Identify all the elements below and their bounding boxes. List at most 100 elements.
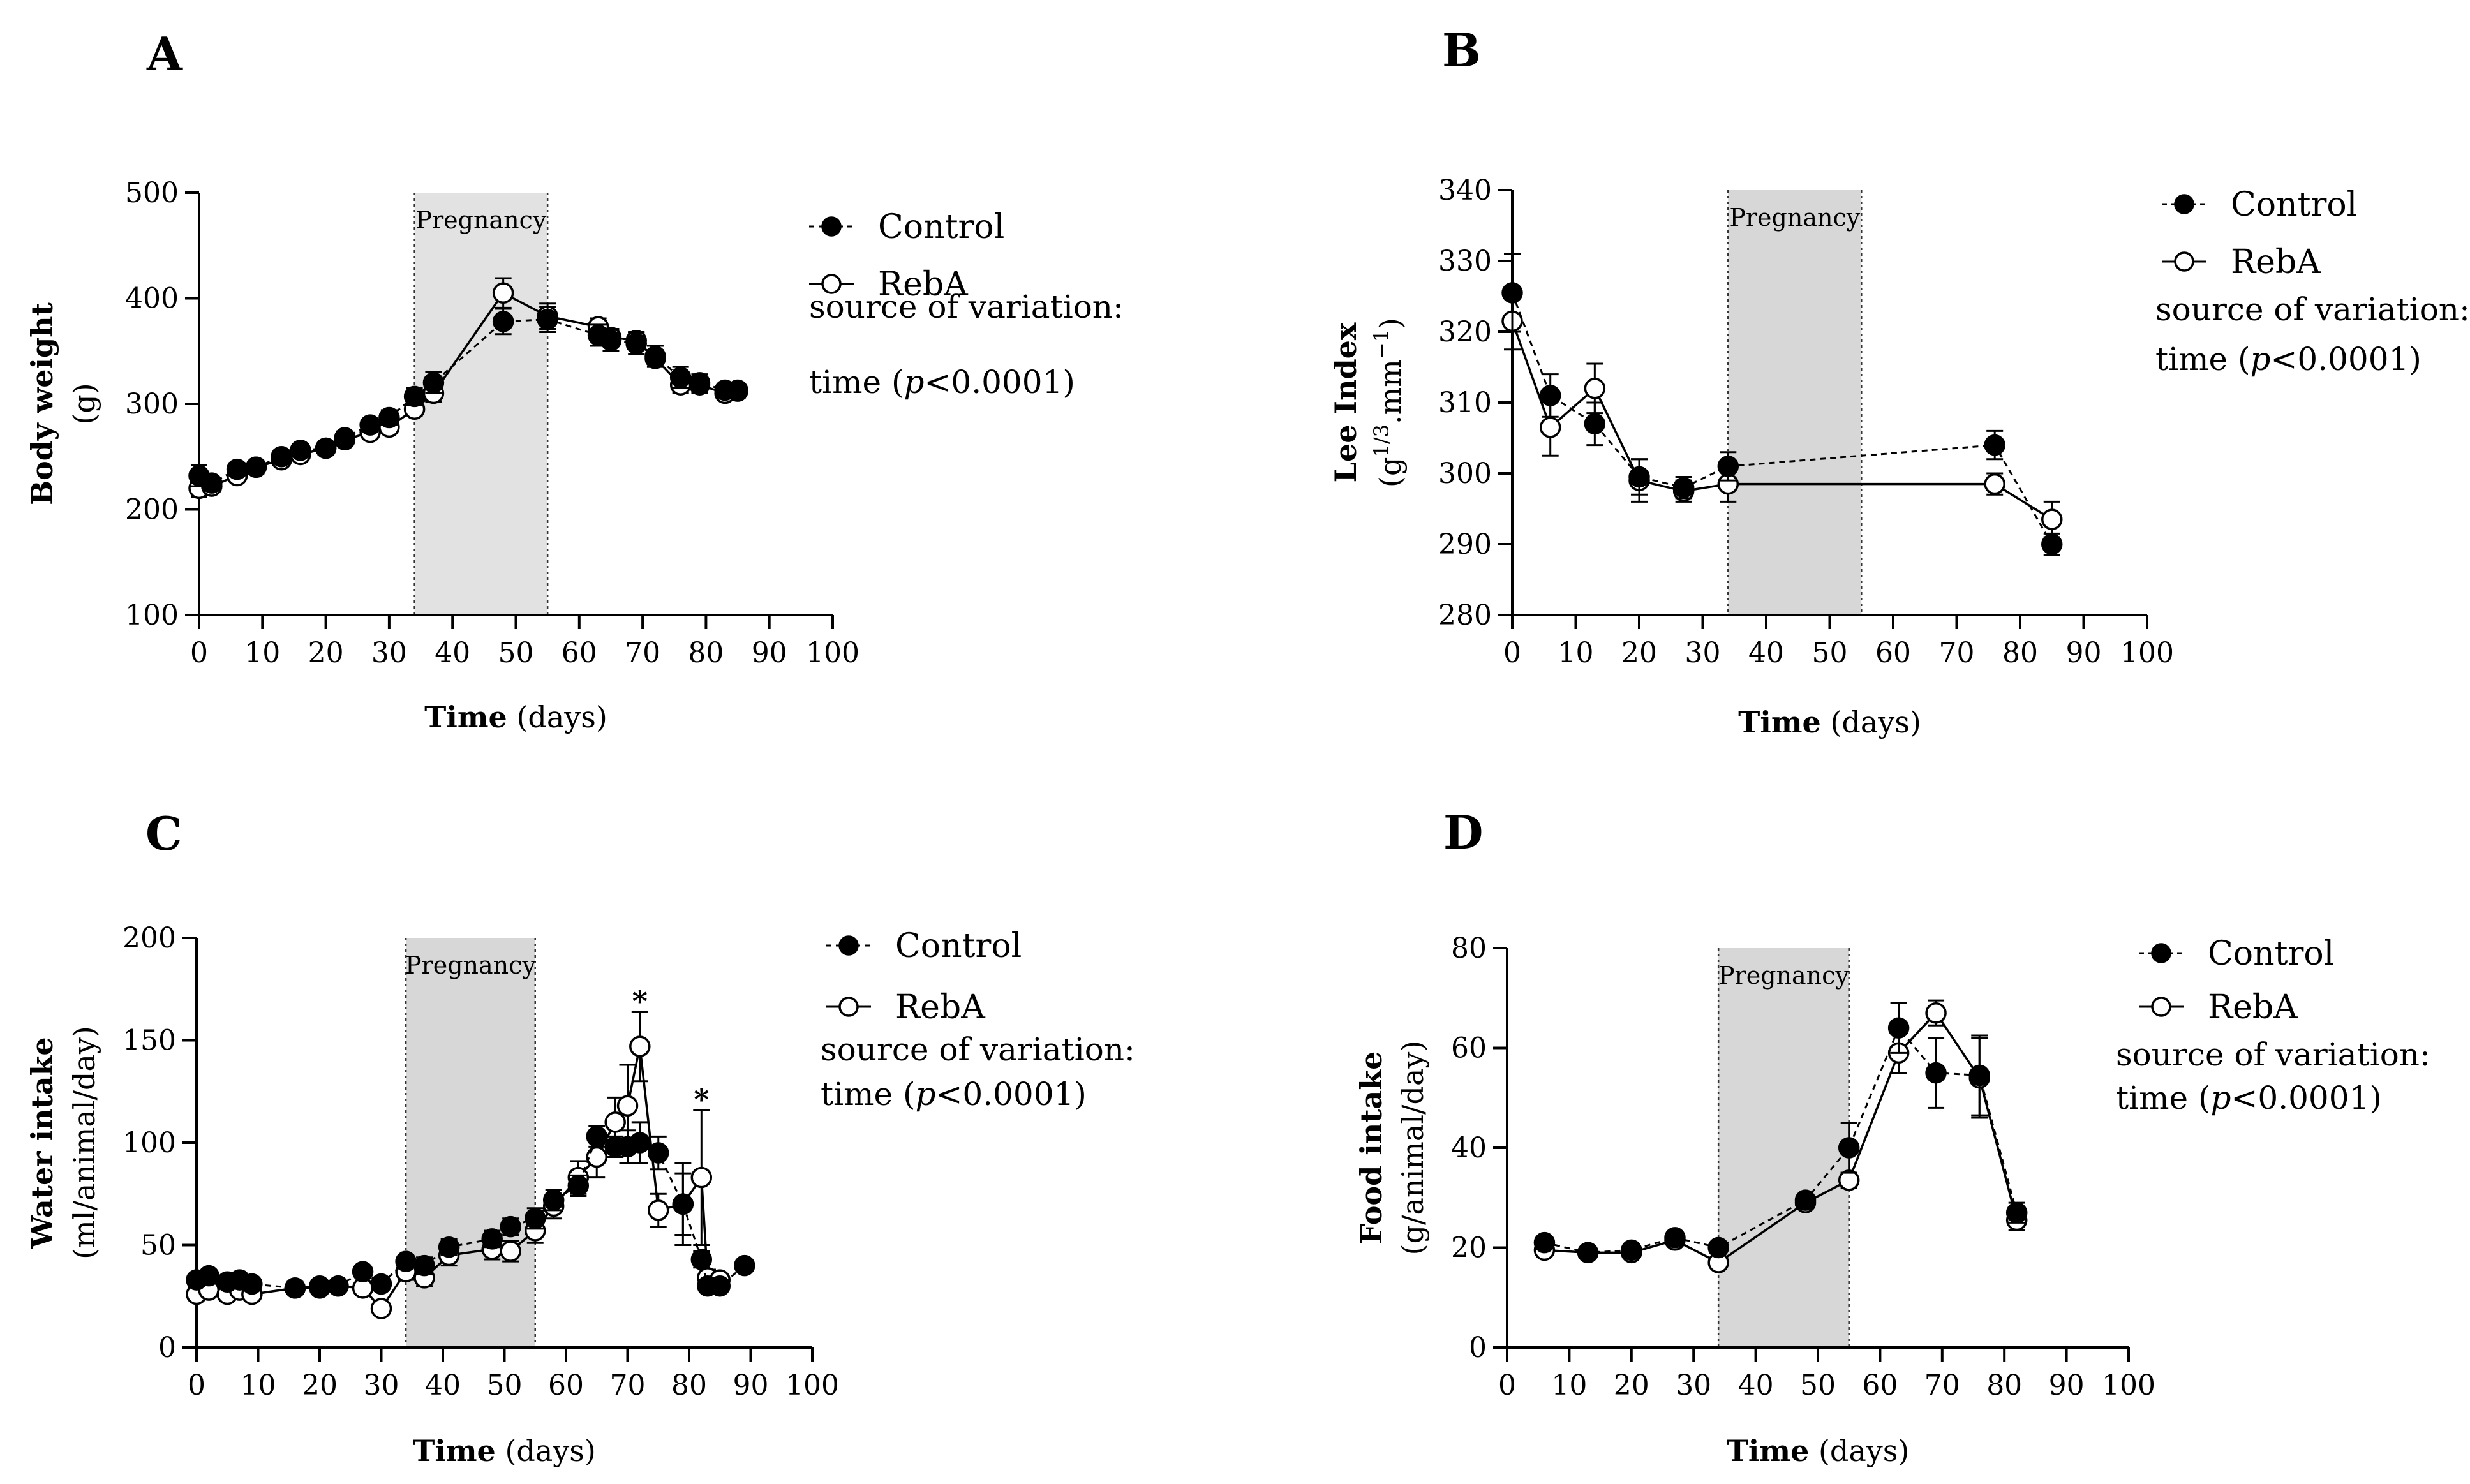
y-tick-label: 100 — [125, 599, 179, 632]
data-point-control — [359, 414, 381, 436]
legend-label-control: Control — [895, 927, 1022, 965]
data-point-reba — [492, 282, 514, 304]
x-tick-label: 100 — [2102, 1369, 2155, 1402]
x-tick-label: 30 — [1676, 1369, 1711, 1402]
data-point-control — [226, 458, 248, 480]
y-axis-unit: (g) — [67, 383, 101, 424]
series-control — [188, 306, 748, 494]
variation-note-part: time ( — [2116, 1080, 2211, 1117]
data-point-control — [1577, 1242, 1599, 1264]
y-tick-label: 400 — [125, 283, 179, 315]
variation-note-line2: time (p<0.0001) — [2155, 341, 2422, 378]
x-tick-label: 70 — [1924, 1369, 1960, 1402]
data-point-control — [1621, 1239, 1642, 1261]
x-tick-label: 50 — [1812, 637, 1848, 669]
x-tick-label: 40 — [1748, 637, 1784, 669]
x-tick-label: 60 — [1862, 1369, 1898, 1402]
legend-marker-reba — [821, 274, 842, 294]
y-axis-unit-part: ) — [1373, 318, 1408, 329]
data-point-control — [1968, 1064, 1990, 1087]
pregnancy-label: Pregnancy — [415, 206, 546, 234]
data-point-control — [500, 1215, 521, 1238]
series-control — [186, 1121, 755, 1299]
x-axis-title-unit: (days) — [1821, 705, 1921, 739]
x-tick-label: 0 — [1503, 637, 1521, 669]
significance-asterisk: * — [632, 984, 648, 1019]
x-tick-label: 40 — [425, 1369, 461, 1402]
y-tick-label: 500 — [125, 177, 179, 209]
data-point-control — [438, 1236, 460, 1258]
data-point-control — [290, 440, 311, 461]
x-tick-label: 70 — [610, 1369, 646, 1402]
pregnancy-shaded-region — [414, 193, 548, 615]
x-tick-label: 10 — [244, 637, 280, 669]
panel-letter: B — [1442, 23, 1481, 77]
x-tick-label: 30 — [364, 1369, 399, 1402]
series-control — [1501, 253, 2063, 556]
data-point-control — [315, 437, 337, 459]
y-tick-label: 200 — [123, 922, 176, 954]
x-tick-label: 60 — [1875, 637, 1911, 669]
data-point-control — [1501, 282, 1523, 304]
pregnancy-label: Pregnancy — [405, 951, 536, 979]
variation-note-part: time ( — [821, 1076, 916, 1113]
data-point-reba — [1584, 378, 1606, 399]
legend-marker-control — [2151, 943, 2171, 963]
panel-D: D Pregnancy 0 20 40 60 80 0 10 20 30 40 50 60 70 80 90 10… — [1354, 805, 2430, 1468]
data-point-control — [537, 308, 558, 330]
variation-note-part: p — [2251, 341, 2271, 378]
data-point-control — [734, 1254, 755, 1277]
legend-marker-control — [838, 935, 859, 956]
variation-note-line2: time (p<0.0001) — [821, 1076, 1087, 1113]
data-point-reba — [1925, 1002, 1947, 1024]
data-point-control — [1584, 413, 1606, 435]
data-point-reba — [616, 1095, 639, 1117]
data-point-control — [600, 329, 622, 352]
data-point-control — [370, 1273, 392, 1295]
series-line-control — [198, 318, 738, 484]
x-tick-label: 10 — [241, 1369, 276, 1402]
data-point-control — [525, 1208, 546, 1229]
y-tick-label: 0 — [158, 1332, 176, 1364]
x-tick-label: 20 — [1621, 637, 1657, 669]
data-point-reba — [629, 1035, 651, 1057]
x-tick-label: 80 — [1986, 1369, 2022, 1402]
data-point-control — [1664, 1227, 1686, 1249]
x-tick-label: 10 — [1551, 1369, 1587, 1402]
data-point-control — [284, 1277, 306, 1299]
data-point-reba — [690, 1166, 713, 1189]
panel-letter: C — [145, 806, 182, 861]
x-axis-title-unit: (days) — [1809, 1434, 1909, 1468]
y-tick-label: 20 — [1451, 1232, 1487, 1265]
variation-note-line2: time (p<0.0001) — [809, 364, 1075, 401]
data-point-control — [672, 1193, 694, 1215]
x-axis-title-main: Time — [1738, 705, 1821, 739]
y-tick-label: 330 — [1438, 245, 1492, 278]
legend-marker-reba — [838, 997, 859, 1017]
variation-note-part: p — [916, 1076, 936, 1113]
x-axis-title-main: Time — [1727, 1434, 1810, 1468]
data-point-control — [1887, 1017, 1910, 1039]
x-axis-title: Time (days) — [413, 1434, 596, 1468]
x-tick-label: 10 — [1558, 637, 1594, 669]
data-point-control — [1707, 1236, 1729, 1259]
variation-note-part: time ( — [2155, 341, 2251, 378]
series-control — [1533, 1002, 2028, 1264]
data-point-control — [403, 385, 426, 408]
x-tick-label: 90 — [2049, 1369, 2085, 1402]
x-tick-label: 90 — [2066, 637, 2102, 669]
y-tick-label: 60 — [1451, 1032, 1487, 1065]
data-point-control — [644, 345, 666, 367]
x-tick-label: 40 — [1738, 1369, 1774, 1402]
data-point-control — [567, 1175, 590, 1197]
variation-note-part: <0.0001) — [2271, 341, 2422, 378]
pregnancy-shaded-region — [1718, 948, 1849, 1347]
x-tick-label: 70 — [625, 637, 660, 669]
data-point-reba — [2041, 508, 2063, 530]
y-tick-label: 100 — [123, 1127, 176, 1159]
data-point-control — [241, 1273, 263, 1295]
panel-letter: A — [146, 27, 183, 81]
data-point-reba — [370, 1298, 392, 1319]
data-point-control — [1838, 1137, 1860, 1159]
data-point-control — [1984, 434, 2005, 456]
